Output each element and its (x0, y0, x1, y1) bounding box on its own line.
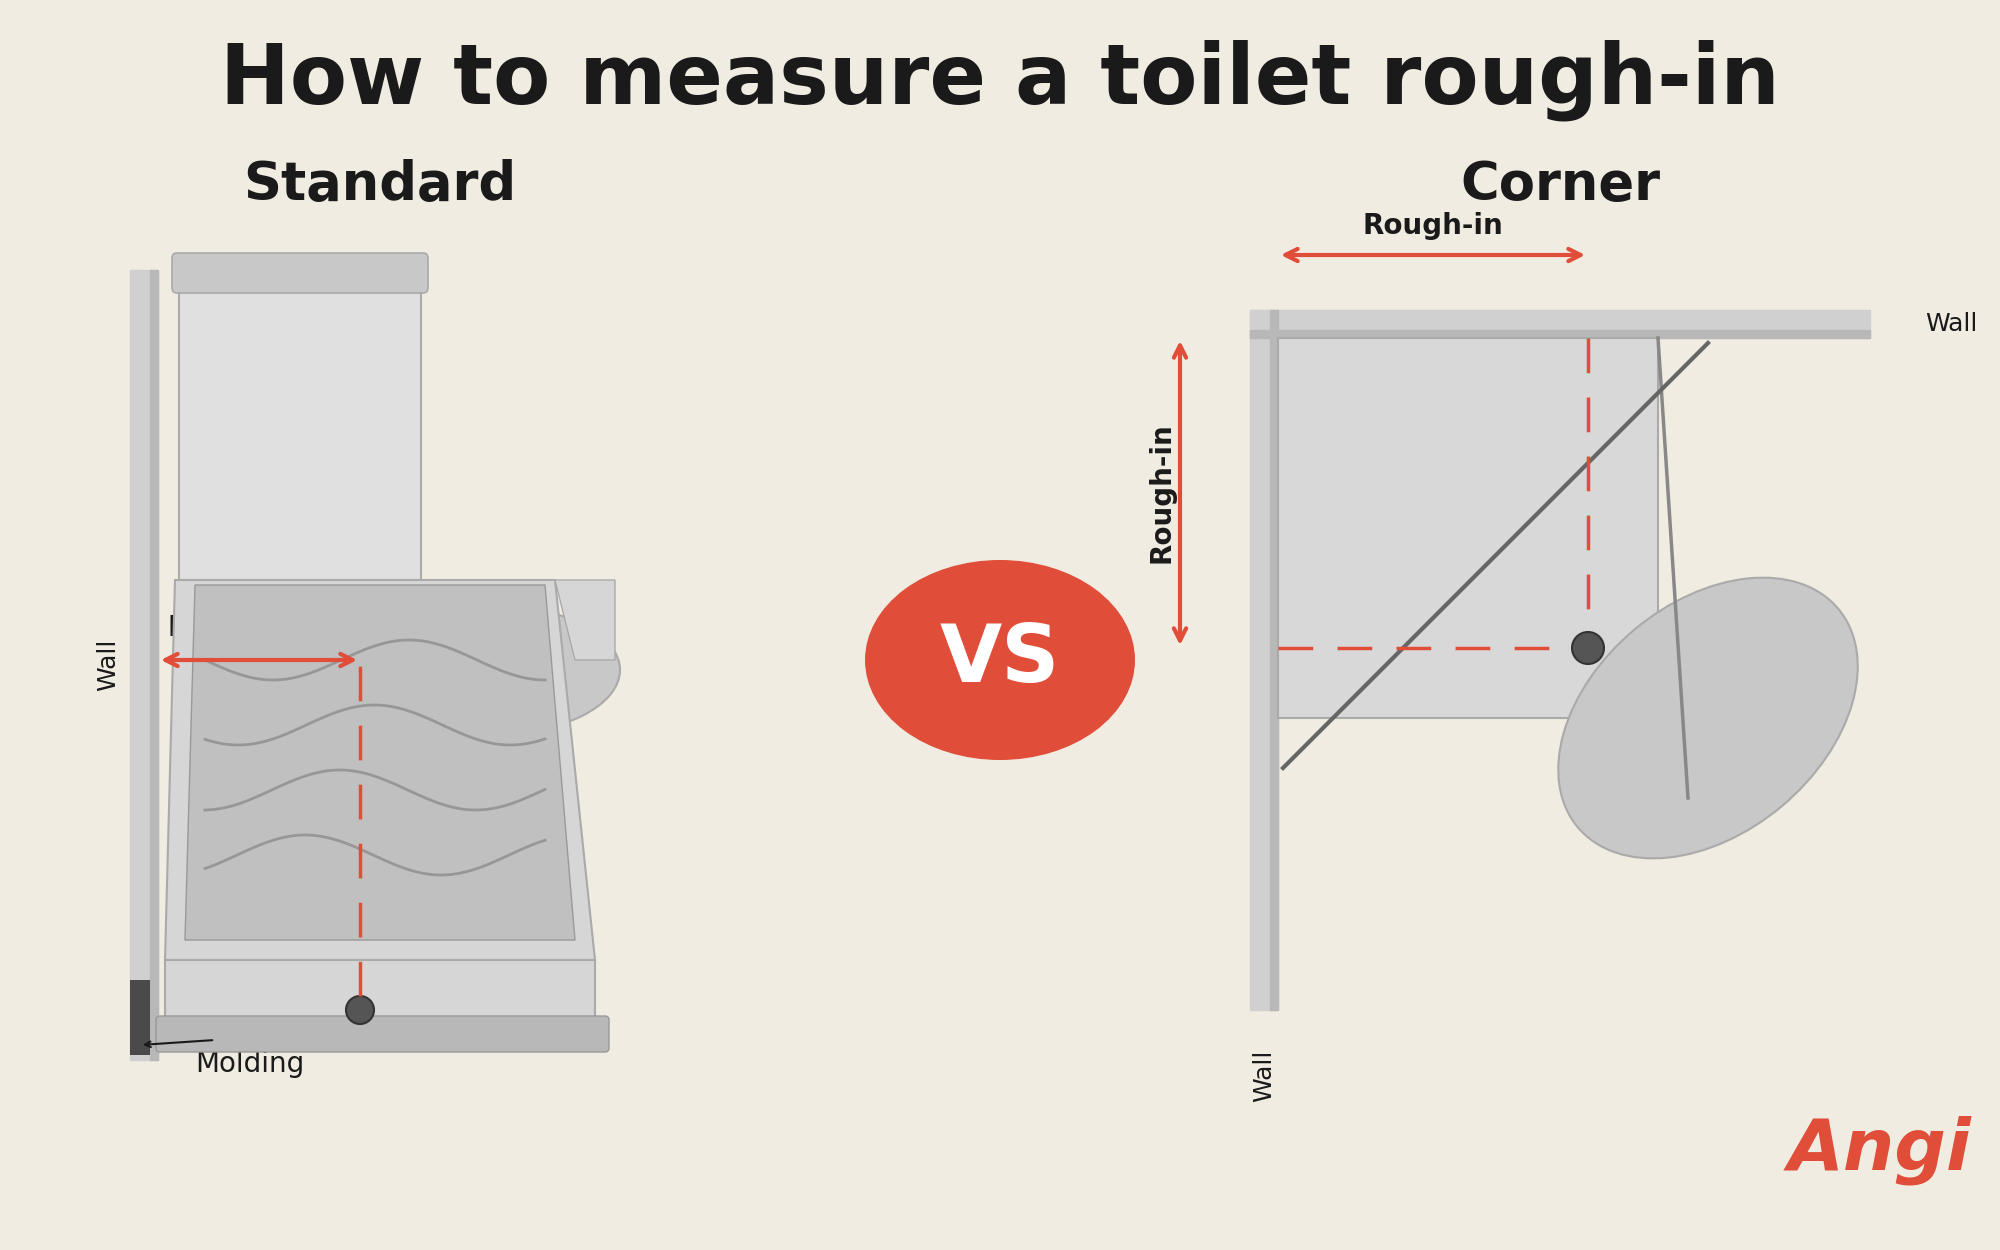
Ellipse shape (1558, 578, 1858, 859)
Bar (130, 270, 158, 1060)
Text: Wall: Wall (1252, 1050, 1276, 1102)
Circle shape (1572, 632, 1604, 664)
Text: Wall: Wall (1924, 312, 1978, 336)
Bar (1270, 310, 1278, 1010)
Bar (1250, 310, 1278, 1010)
Text: Rough-in: Rough-in (168, 614, 308, 642)
Text: How to measure a toilet rough-in: How to measure a toilet rough-in (220, 39, 1780, 121)
Bar (1278, 338, 1658, 718)
Text: Angi: Angi (1788, 1115, 1972, 1185)
Text: Rough-in: Rough-in (1362, 213, 1504, 240)
Polygon shape (184, 585, 576, 940)
Text: Wall: Wall (96, 639, 120, 691)
FancyBboxPatch shape (180, 274, 420, 586)
FancyBboxPatch shape (172, 253, 428, 292)
Text: Standard: Standard (244, 159, 516, 211)
Text: Rough-in: Rough-in (1148, 422, 1176, 564)
Bar (1250, 310, 1870, 338)
Bar (1250, 330, 1870, 338)
Polygon shape (164, 960, 596, 1030)
Bar (130, 980, 150, 1055)
FancyBboxPatch shape (156, 1016, 608, 1052)
Text: Corner: Corner (1460, 159, 1660, 211)
Polygon shape (164, 580, 596, 960)
Ellipse shape (360, 605, 620, 735)
Text: Molding: Molding (196, 1050, 304, 1078)
Circle shape (346, 996, 374, 1024)
Ellipse shape (864, 560, 1136, 760)
Bar (150, 270, 158, 1060)
Text: VS: VS (940, 621, 1060, 699)
Polygon shape (556, 580, 616, 660)
